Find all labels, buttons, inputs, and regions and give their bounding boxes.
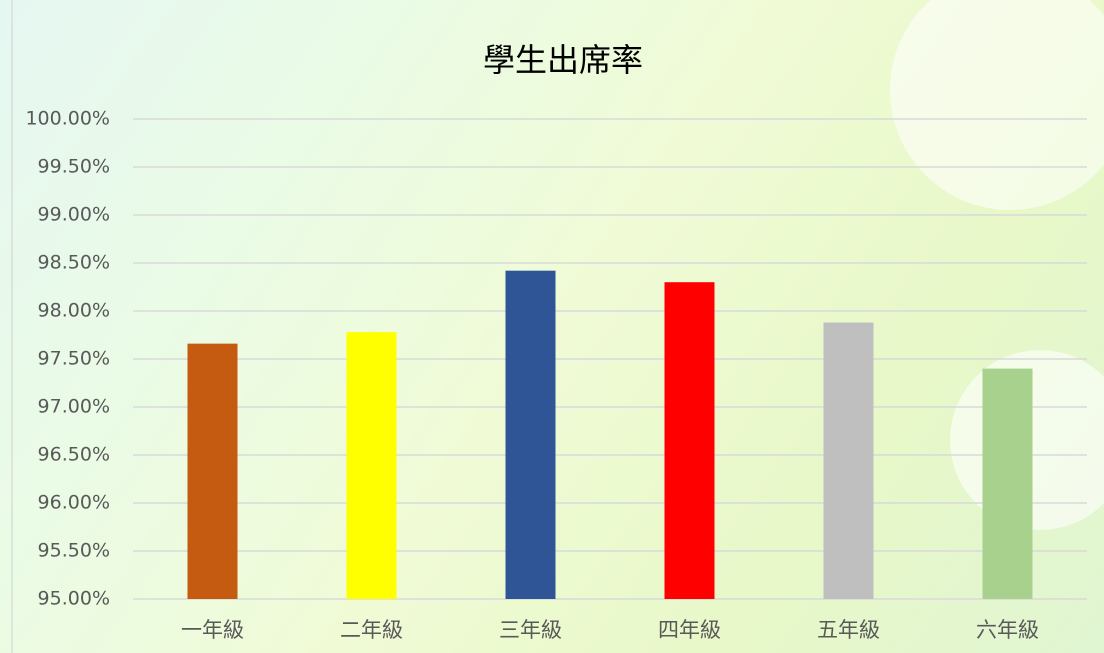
bar — [188, 344, 238, 599]
y-tick-label: 96.00% — [38, 492, 110, 514]
y-tick-label: 98.50% — [38, 252, 110, 274]
y-tick-label: 96.50% — [38, 444, 110, 466]
chart: 學生出席率 95.00% 95.50% 96.00% 96.50% 97.00% 97.5… — [0, 0, 1104, 653]
y-tick-label: 98.00% — [38, 300, 110, 322]
bar — [824, 323, 874, 599]
y-tick-label: 100.00% — [25, 108, 110, 130]
bar — [983, 369, 1033, 599]
bar — [506, 271, 556, 599]
y-tick-label: 95.50% — [38, 540, 110, 562]
decoration — [890, 0, 1104, 210]
y-tick-label: 97.50% — [38, 348, 110, 370]
x-tick-label: 六年級 — [976, 618, 1039, 642]
bar — [347, 332, 397, 599]
y-tick-label: 99.50% — [38, 156, 110, 178]
chart-title: 學生出席率 — [483, 41, 643, 79]
x-tick-label: 五年級 — [817, 618, 880, 642]
bar — [665, 282, 715, 599]
y-tick-label: 97.00% — [38, 396, 110, 418]
y-tick-label: 99.00% — [38, 204, 110, 226]
x-tick-label: 二年級 — [340, 618, 403, 642]
chart-frame: 學生出席率 95.00% 95.50% 96.00% 96.50% 97.00% 97.5… — [0, 0, 1104, 653]
x-tick-label: 四年級 — [658, 618, 721, 642]
y-tick-label: 95.00% — [38, 588, 110, 610]
x-tick-label: 三年級 — [499, 618, 562, 642]
x-tick-label: 一年級 — [181, 618, 244, 642]
